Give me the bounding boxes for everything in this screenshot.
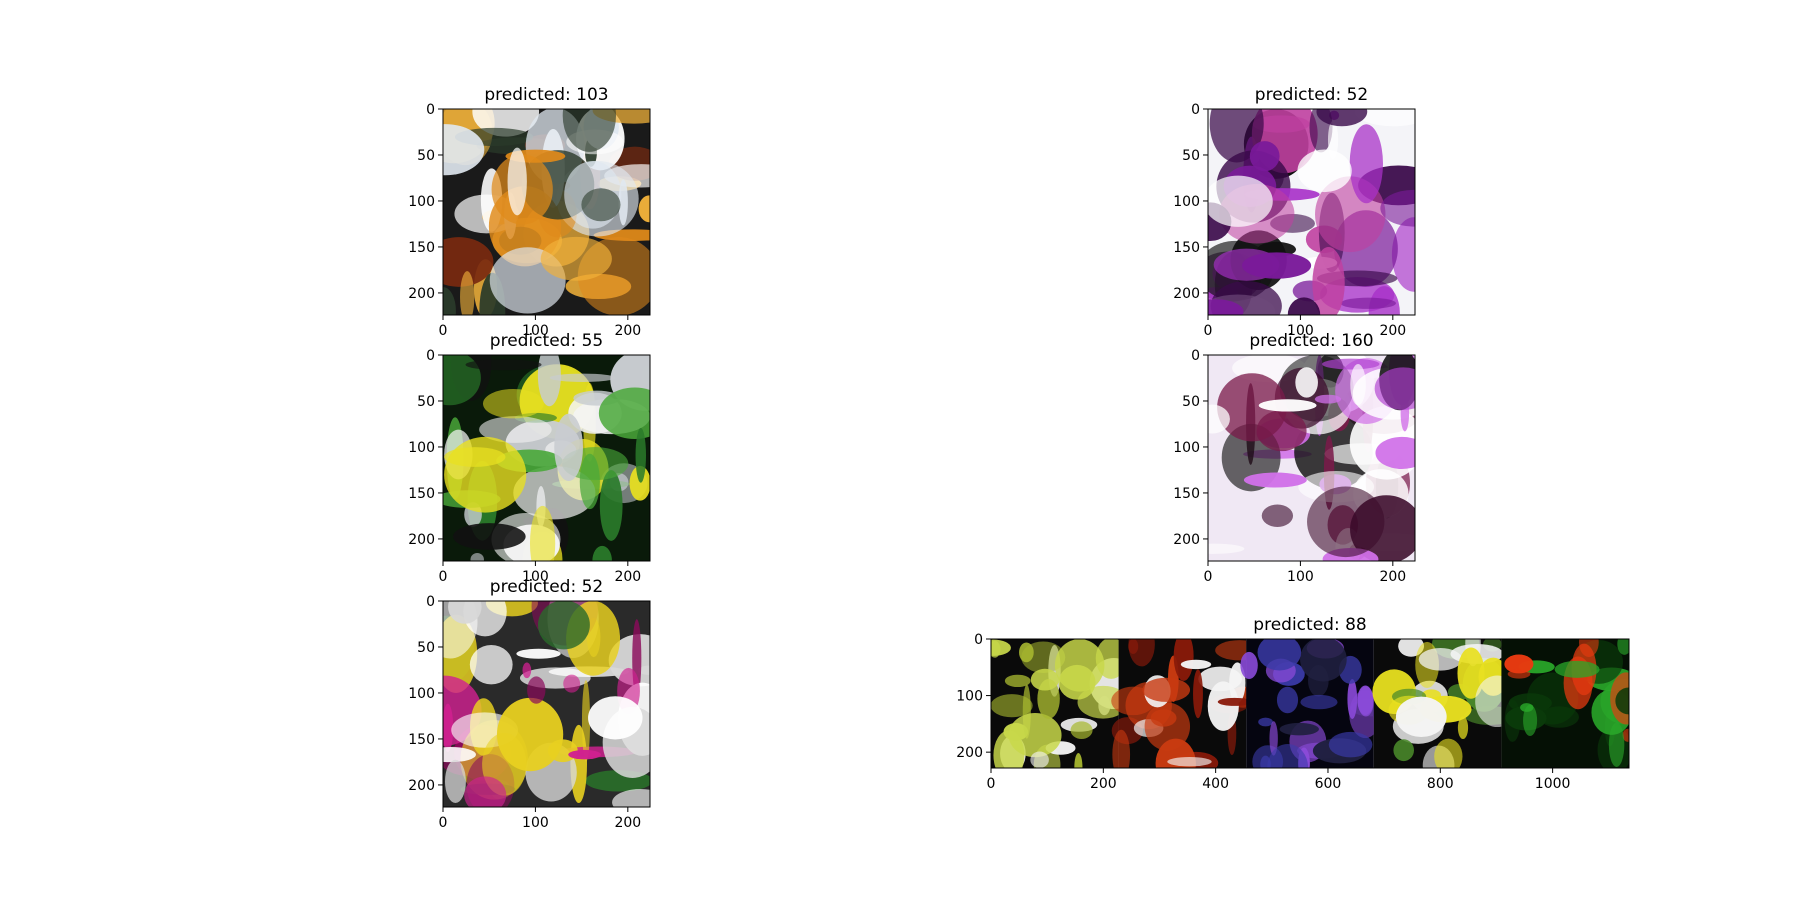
subplot-title: predicted: 55	[490, 333, 603, 350]
y-tick-label: 200	[408, 532, 435, 548]
y-tick-label: 200	[1173, 532, 1200, 548]
x-tick-label: 0	[987, 776, 996, 792]
y-tick-label: 100	[956, 689, 983, 705]
subplot-1: predicted: 52 0 100 200 0 50 100 150 200	[1148, 69, 1435, 353]
image-content	[1187, 85, 1447, 340]
subplot-axes: 0 100 200 0 50 100 150 200	[383, 561, 670, 841]
y-tick-label: 100	[408, 686, 435, 702]
y-tick-label: 200	[1173, 286, 1200, 302]
subplot-5: predicted: 88 0 200 400 600 800 1000 0 100 200	[931, 599, 1649, 806]
x-tick-label: 200	[614, 815, 641, 831]
x-tick-label: 100	[522, 815, 549, 831]
image-content	[1184, 338, 1433, 570]
y-tick-label: 50	[417, 394, 435, 410]
y-tick-label: 150	[1173, 486, 1200, 502]
subplot-title: predicted: 88	[1253, 617, 1366, 634]
subplot-title: predicted: 160	[1249, 333, 1373, 350]
x-tick-label: 200	[1379, 569, 1406, 585]
y-tick-label: 200	[956, 745, 983, 761]
image-content	[407, 567, 672, 815]
y-tick-label: 50	[417, 640, 435, 656]
y-tick-label: 0	[1191, 102, 1200, 118]
image-content	[976, 621, 1649, 792]
y-tick-label: 50	[1182, 394, 1200, 410]
subplot-axes: 0 100 200 0 50 100 150 200	[1148, 315, 1435, 595]
x-tick-label: 1000	[1535, 776, 1571, 792]
x-tick-label: 400	[1202, 776, 1229, 792]
subplot-title: predicted: 103	[484, 87, 608, 104]
y-tick-label: 0	[1191, 348, 1200, 364]
y-tick-label: 200	[408, 286, 435, 302]
x-tick-label: 800	[1427, 776, 1454, 792]
y-tick-label: 0	[974, 632, 983, 648]
subplot-title: predicted: 52	[1255, 87, 1368, 104]
y-tick-label: 50	[1182, 148, 1200, 164]
image-content	[406, 80, 678, 350]
y-tick-label: 150	[408, 732, 435, 748]
y-tick-label: 200	[408, 778, 435, 794]
image-content	[418, 326, 681, 586]
subplot-4: predicted: 52 0 100 200 0 50 100 150 200	[383, 561, 670, 845]
y-tick-label: 0	[426, 102, 435, 118]
y-tick-label: 150	[408, 486, 435, 502]
subplot-3: predicted: 160 0 100 200 0 50 100 150 200	[1148, 315, 1435, 599]
subplot-2: predicted: 55 0 100 200 0 50 100 150 200	[383, 315, 670, 599]
subplot-0: predicted: 103 0 100 200 0 50 100 150 200	[383, 69, 670, 353]
x-tick-label: 0	[439, 815, 448, 831]
y-tick-label: 50	[417, 148, 435, 164]
y-tick-label: 100	[1173, 194, 1200, 210]
y-tick-label: 0	[426, 348, 435, 364]
x-tick-label: 0	[1204, 569, 1213, 585]
x-tick-label: 100	[1287, 569, 1314, 585]
y-tick-label: 150	[408, 240, 435, 256]
y-tick-label: 150	[1173, 240, 1200, 256]
y-tick-label: 100	[1173, 440, 1200, 456]
x-tick-label: 600	[1315, 776, 1342, 792]
subplot-title: predicted: 52	[490, 579, 603, 596]
y-tick-label: 100	[408, 440, 435, 456]
y-tick-label: 0	[426, 594, 435, 610]
y-tick-label: 100	[408, 194, 435, 210]
x-tick-label: 200	[1090, 776, 1117, 792]
